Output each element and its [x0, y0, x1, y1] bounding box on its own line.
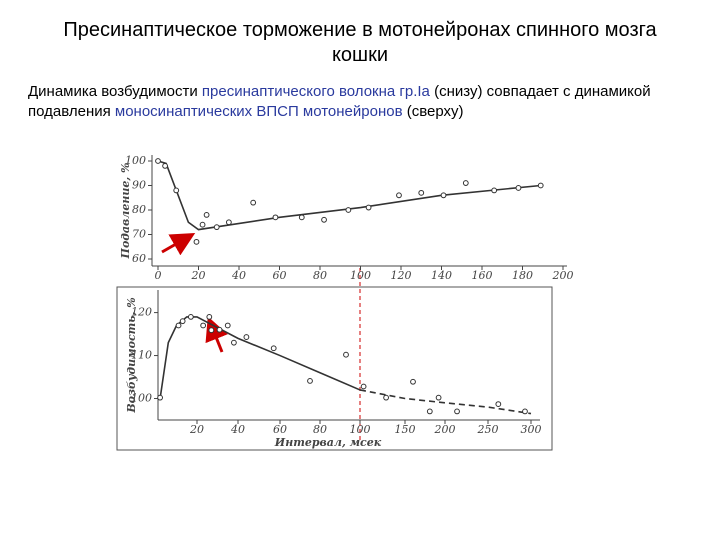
y-tick-label: 100	[131, 392, 152, 405]
data-point	[440, 192, 447, 199]
y-tick-label: 70	[132, 228, 146, 241]
data-point	[199, 221, 206, 228]
data-point	[522, 408, 528, 415]
data-point	[157, 394, 164, 401]
x-tick-label: 40	[230, 423, 245, 436]
data-point	[231, 339, 237, 346]
data-point	[162, 163, 168, 169]
data-point	[250, 199, 257, 206]
data-point	[454, 408, 460, 415]
fit-line	[159, 316, 361, 399]
desc-highlight: пресинаптического волокна гр.Ia	[201, 83, 430, 100]
x-tick-label: 20	[191, 269, 206, 282]
x-tick-label: 120	[391, 269, 412, 282]
x-tick-label: 60	[273, 423, 287, 436]
fit-line	[359, 389, 532, 415]
data-point	[225, 219, 232, 226]
desc-text: Динамика возбудимости	[28, 83, 202, 100]
x-tick-label: 200	[552, 269, 574, 282]
data-point	[208, 327, 215, 334]
data-point	[495, 401, 502, 408]
data-point	[426, 408, 433, 415]
x-tick-label: 60	[273, 269, 287, 282]
bottom-frame	[116, 286, 553, 451]
data-point	[360, 383, 367, 390]
data-point	[462, 180, 469, 186]
arrow	[205, 316, 228, 353]
data-point	[179, 318, 186, 325]
description: Динамика возбудимости пресинаптического …	[28, 82, 708, 122]
y-axis-label: Возбудимость, %	[125, 297, 138, 413]
y-tick-label: 80	[132, 203, 146, 216]
data-point	[175, 322, 182, 329]
x-tick-label: 80	[313, 423, 327, 436]
data-point	[396, 192, 402, 199]
data-point	[345, 207, 352, 213]
data-point	[243, 334, 250, 340]
x-tick-label: 0	[155, 269, 162, 282]
data-point	[418, 189, 425, 196]
data-point	[173, 187, 180, 194]
x-tick-label: 140	[431, 269, 452, 282]
data-point	[193, 238, 200, 245]
data-point	[216, 326, 223, 333]
data-point	[206, 313, 213, 320]
data-point	[200, 322, 207, 329]
data-point	[203, 212, 210, 218]
data-point	[343, 351, 349, 358]
x-tick-label: 180	[512, 269, 533, 282]
x-tick-label: 150	[395, 423, 416, 436]
arrow	[161, 233, 196, 256]
desc-text: (сверху)	[402, 103, 464, 120]
data-point	[410, 378, 416, 385]
desc-text: (снизу) совпадает с динамикой подавления	[28, 83, 651, 120]
data-point	[515, 185, 522, 191]
x-tick-label: 20	[189, 423, 204, 436]
x-tick-label: 300	[521, 423, 542, 436]
x-tick-label: 100	[350, 269, 371, 282]
data-point	[270, 345, 277, 352]
fit-line	[157, 160, 541, 231]
y-tick-label: 60	[132, 252, 146, 265]
x-tick-label: 200	[434, 423, 456, 436]
data-point	[307, 378, 313, 384]
data-point	[213, 224, 220, 231]
data-point	[155, 158, 161, 164]
data-point	[224, 322, 231, 329]
y-tick-label: 100	[125, 154, 146, 167]
data-point	[298, 214, 305, 221]
x-tick-label: 80	[313, 269, 327, 282]
x-tick-label: 100	[350, 423, 371, 436]
data-point	[272, 214, 279, 221]
data-point	[365, 204, 372, 211]
y-axis-label: Подавление, %	[119, 163, 132, 260]
slide-title: Пресинаптическое торможение в мотонейрон…	[63, 19, 657, 66]
x-tick-label: 160	[472, 269, 493, 282]
data-point	[537, 182, 544, 189]
y-tick-label: 120	[131, 306, 152, 319]
data-point	[187, 313, 194, 320]
y-tick-label: 110	[131, 349, 152, 362]
data-point	[383, 394, 390, 401]
data-point	[435, 394, 442, 401]
x-axis-label: Интервал, мсек	[274, 436, 382, 449]
desc-highlight: моносинаптических ВПСП мотонейронов	[114, 103, 403, 120]
data-point	[491, 187, 498, 194]
x-tick-label: 250	[477, 423, 499, 436]
data-point	[321, 216, 327, 223]
y-tick-label: 90	[132, 179, 146, 192]
x-tick-label: 40	[231, 269, 246, 282]
